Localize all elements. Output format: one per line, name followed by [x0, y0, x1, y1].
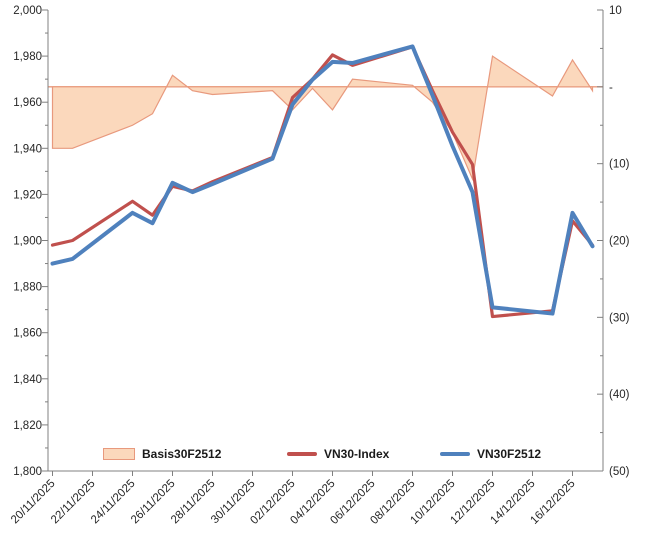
- left-axis-label: 1,880: [13, 282, 42, 294]
- left-axis-label: 1,960: [13, 97, 42, 109]
- right-axis-label: (10): [609, 159, 630, 171]
- left-axis-label: 1,860: [13, 328, 42, 340]
- right-axis-label: (30): [609, 312, 630, 324]
- legend-item-vn30: VN30-Index: [287, 445, 389, 463]
- right-axis-label: (50): [609, 466, 630, 478]
- right-axis-label: (40): [609, 389, 630, 401]
- legend-label-vn30: VN30-Index: [324, 447, 390, 461]
- legend-item-vn30f: VN30F2512: [440, 445, 541, 463]
- vn30f2512-series: [50, 44, 595, 316]
- left-axis-label: 1,940: [13, 143, 42, 155]
- left-axis-label: 2,000: [13, 5, 42, 17]
- left-axis-label: 1,800: [13, 466, 42, 478]
- basis-area-series: [51, 55, 594, 182]
- right-axis-label: 10: [609, 5, 622, 17]
- left-axis-label: 1,980: [13, 51, 42, 63]
- right-axis-label: -: [609, 82, 613, 94]
- vn30f-line-swatch: [440, 452, 470, 456]
- left-axis-label: 1,840: [13, 374, 42, 386]
- right-axis-label: (20): [609, 236, 630, 248]
- legend-label-vn30f: VN30F2512: [477, 447, 542, 461]
- left-axis-label: 1,900: [13, 236, 42, 248]
- basis-area-swatch: [103, 448, 135, 460]
- vn30-line-swatch: [287, 452, 317, 456]
- left-axis-label: 1,820: [13, 420, 42, 432]
- legend-label-basis: Basis30F2512: [142, 447, 222, 461]
- left-axis-label: 1,920: [13, 189, 42, 201]
- legend-item-basis: Basis30F2512: [103, 445, 221, 463]
